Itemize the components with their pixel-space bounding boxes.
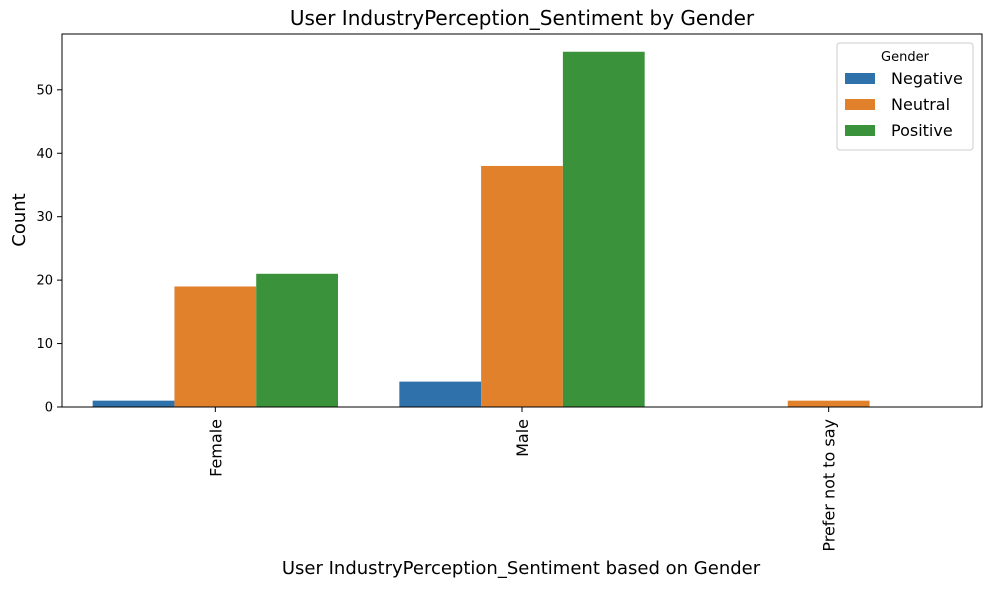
plot-frame	[61, 33, 983, 408]
bar-negative-male	[399, 381, 482, 407]
bar-positive-male	[562, 51, 645, 408]
legend-label-negative: Negative	[891, 69, 963, 88]
legend-title: Gender	[881, 50, 930, 65]
x-tick-label: Female	[206, 419, 225, 477]
bar-neutral-female	[174, 286, 257, 407]
legend-swatch-neutral	[845, 99, 875, 110]
bars-group	[92, 51, 870, 408]
chart-title: User IndustryPerception_Sentiment by Gen…	[290, 6, 755, 30]
y-tick-label: 30	[36, 210, 53, 225]
x-axis: Female Male Prefer not to say	[206, 407, 839, 552]
y-tick-label: 20	[36, 274, 53, 289]
y-tick-label: 10	[36, 337, 53, 352]
bar-positive-female	[256, 273, 338, 407]
x-tick-label: Prefer not to say	[820, 419, 839, 552]
legend-box	[836, 42, 974, 151]
legend: Gender Negative Neutral Positive	[836, 42, 974, 151]
y-axis: 0 10 20 30 40 50	[36, 83, 62, 416]
y-tick-label: 0	[45, 401, 53, 416]
x-tick-label: Male	[513, 419, 532, 457]
y-axis-label: Count	[9, 193, 30, 246]
bar-negative-female	[92, 400, 175, 407]
bar-neutral-prefer-not-to-say	[787, 400, 870, 407]
y-tick-label: 40	[36, 147, 53, 162]
legend-swatch-negative	[845, 73, 875, 84]
x-axis-label: User IndustryPerception_Sentiment based …	[282, 558, 761, 579]
legend-label-neutral: Neutral	[891, 95, 950, 114]
legend-label-positive: Positive	[891, 121, 953, 140]
y-tick-label: 50	[36, 83, 53, 98]
legend-swatch-positive	[845, 125, 875, 136]
bar-neutral-male	[481, 165, 563, 407]
